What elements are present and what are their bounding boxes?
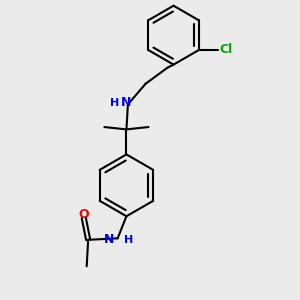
Text: Cl: Cl [220, 44, 233, 56]
Text: N: N [121, 96, 132, 110]
Text: H: H [110, 98, 120, 108]
Text: N: N [104, 233, 114, 246]
Text: O: O [78, 208, 89, 221]
Text: H: H [124, 235, 133, 245]
